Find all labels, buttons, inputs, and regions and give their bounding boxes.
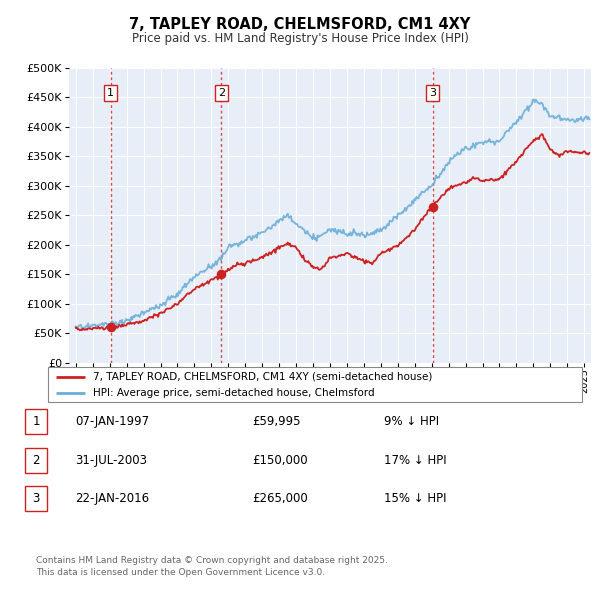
Text: 9% ↓ HPI: 9% ↓ HPI (384, 415, 439, 428)
Text: 1: 1 (107, 88, 114, 98)
Text: Price paid vs. HM Land Registry's House Price Index (HPI): Price paid vs. HM Land Registry's House … (131, 32, 469, 45)
Text: 22-JAN-2016: 22-JAN-2016 (75, 492, 149, 505)
Point (217, 270, 226, 279)
Text: 7, TAPLEY ROAD, CHELMSFORD, CM1 4XY: 7, TAPLEY ROAD, CHELMSFORD, CM1 4XY (130, 17, 470, 31)
Text: 1: 1 (32, 415, 40, 428)
Text: £150,000: £150,000 (252, 454, 308, 467)
Text: £59,995: £59,995 (252, 415, 301, 428)
Text: 3: 3 (32, 492, 40, 505)
Text: 31-JUL-2003: 31-JUL-2003 (75, 454, 147, 467)
Text: 2: 2 (218, 88, 225, 98)
Text: 17% ↓ HPI: 17% ↓ HPI (384, 454, 446, 467)
Text: 07-JAN-1997: 07-JAN-1997 (75, 415, 149, 428)
FancyBboxPatch shape (48, 367, 582, 402)
Text: £265,000: £265,000 (252, 492, 308, 505)
Point (428, 202, 437, 211)
Text: 15% ↓ HPI: 15% ↓ HPI (384, 492, 446, 505)
Point (106, 323, 115, 332)
Text: 2: 2 (32, 454, 40, 467)
Text: Contains HM Land Registry data © Crown copyright and database right 2025.
This d: Contains HM Land Registry data © Crown c… (36, 556, 388, 577)
Text: HPI: Average price, semi-detached house, Chelmsford: HPI: Average price, semi-detached house,… (94, 388, 375, 398)
Text: 3: 3 (429, 88, 436, 98)
Text: 7, TAPLEY ROAD, CHELMSFORD, CM1 4XY (semi-detached house): 7, TAPLEY ROAD, CHELMSFORD, CM1 4XY (sem… (94, 372, 433, 382)
